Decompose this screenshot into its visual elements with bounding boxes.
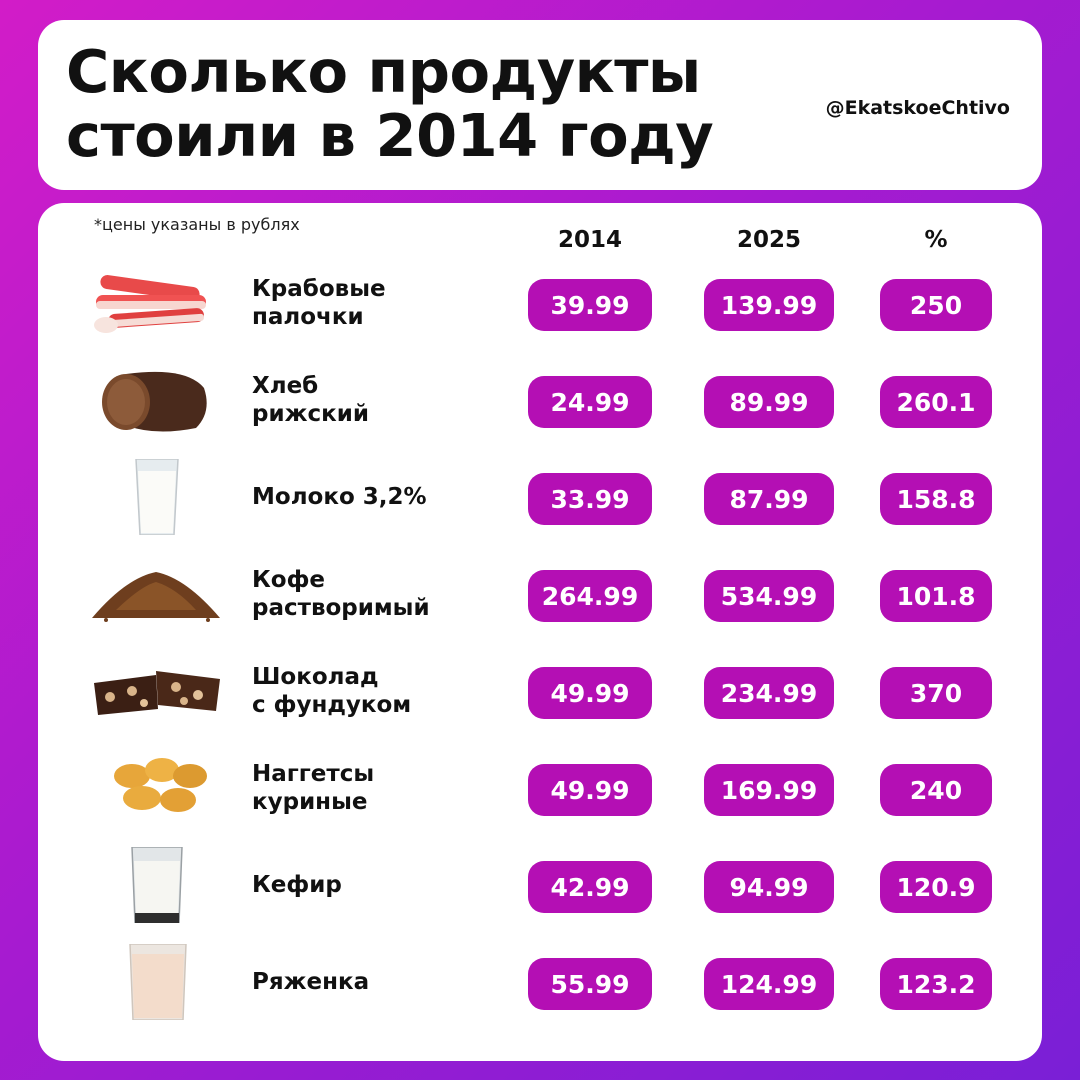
product-name: Ряженка <box>252 969 370 995</box>
column-header-percent: % <box>924 227 948 253</box>
percent-change: 120.9 <box>880 861 992 913</box>
percent-change: 240 <box>880 764 992 816</box>
price-2025: 124.99 <box>704 958 834 1010</box>
percent-change: 123.2 <box>880 958 992 1010</box>
author-handle: @EkatskoeChtivo <box>825 97 1010 119</box>
column-header-2014: 2014 <box>557 227 622 253</box>
price-2014: 49.99 <box>528 667 652 719</box>
percent-change: 101.8 <box>880 570 992 622</box>
crab-sticks-icon <box>94 275 206 333</box>
product-name: Кефир <box>252 872 342 898</box>
table-row: Молоко 3,2% 33.99 87.99 158.8 <box>38 449 1042 545</box>
price-2025: 87.99 <box>704 473 834 525</box>
price-2025: 534.99 <box>704 570 834 622</box>
price-2014: 264.99 <box>528 570 652 622</box>
ryazhenka-glass-icon <box>129 944 187 1020</box>
table-row: Шоколад с фундуком 49.99 234.99 370 <box>38 643 1042 739</box>
price-note: *цены указаны в рублях <box>94 215 300 234</box>
table-row: Кефир 42.99 94.99 120.9 <box>38 837 1042 933</box>
price-2014: 24.99 <box>528 376 652 428</box>
percent-change: 250 <box>880 279 992 331</box>
product-name: Наггетсы куриные <box>252 761 375 815</box>
price-2025: 169.99 <box>704 764 834 816</box>
milk-glass-icon <box>135 459 179 535</box>
percent-change: 260.1 <box>880 376 992 428</box>
title-line-1: Сколько продукты <box>66 37 701 106</box>
product-name: Крабовые палочки <box>252 276 386 330</box>
nuggets-icon <box>114 758 207 812</box>
price-2025: 234.99 <box>704 667 834 719</box>
price-2014: 49.99 <box>528 764 652 816</box>
product-name: Молоко 3,2% <box>252 484 427 510</box>
price-2014: 39.99 <box>528 279 652 331</box>
product-name: Шоколад с фундуком <box>252 664 412 718</box>
coffee-granules-icon <box>92 572 220 622</box>
price-2025: 89.99 <box>704 376 834 428</box>
title-line-2: стоили в 2014 году <box>66 101 714 170</box>
table-row: Крабовые палочки 39.99 139.99 250 <box>38 255 1042 351</box>
product-name: Хлеб рижский <box>252 373 369 427</box>
product-name: Кофе растворимый <box>252 567 430 621</box>
page-title: Сколько продукты стоили в 2014 году <box>66 37 714 170</box>
price-2014: 33.99 <box>528 473 652 525</box>
chocolate-icon <box>94 671 220 715</box>
table-row: Кофе растворимый 264.99 534.99 101.8 <box>38 546 1042 642</box>
price-2025: 139.99 <box>704 279 834 331</box>
table-row: Ряженка 55.99 124.99 123.2 <box>38 934 1042 1030</box>
table-row: Наггетсы куриные 49.99 169.99 240 <box>38 740 1042 836</box>
percent-change: 158.8 <box>880 473 992 525</box>
price-2025: 94.99 <box>704 861 834 913</box>
price-table: *цены указаны в рублях 2014 2025 % Крабо… <box>38 203 1042 1061</box>
header-card: Сколько продукты стоили в 2014 году @Eka… <box>38 20 1042 190</box>
price-2014: 42.99 <box>528 861 652 913</box>
percent-change: 370 <box>880 667 992 719</box>
column-header-2025: 2025 <box>736 227 801 253</box>
kefir-glass-icon <box>131 847 183 923</box>
bread-icon <box>102 371 207 432</box>
price-2014: 55.99 <box>528 958 652 1010</box>
table-row: Хлеб рижский 24.99 89.99 260.1 <box>38 352 1042 448</box>
